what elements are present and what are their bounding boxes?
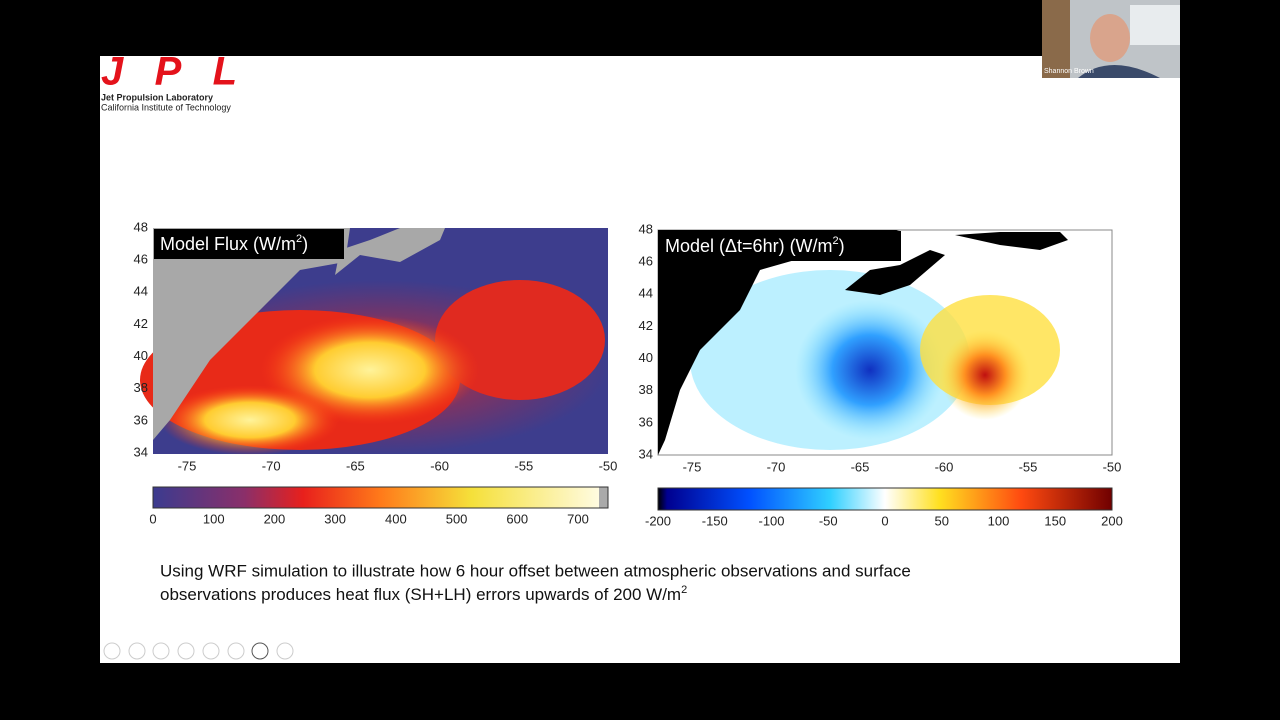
subtitle-button[interactable] (227, 642, 245, 660)
map-flux (140, 228, 608, 455)
colorbar-tick-label: 500 (446, 511, 468, 526)
y-tick-label: 46 (134, 252, 148, 267)
prev-button[interactable] (103, 642, 121, 660)
x-tick-label: -70 (767, 459, 786, 474)
colorbar-tick-label: 0 (881, 513, 888, 528)
colorbar-tick-label: -100 (758, 513, 784, 528)
colorbar-tick-label: -200 (645, 513, 671, 528)
logo-mark: JPL (101, 50, 237, 94)
panel-title: Model Flux (W/m2) (154, 229, 344, 259)
title-text: Model (Δt=6hr) (W/m2) (665, 235, 845, 256)
x-tick-label: -50 (1103, 459, 1122, 474)
colorbar-tick-label: 0 (149, 511, 156, 526)
y-tick-label: 36 (639, 414, 653, 429)
colorbar (152, 486, 609, 509)
caption: observations produces heat flux (SH+LH) … (160, 584, 687, 605)
caption: Using WRF simulation to illustrate how 6… (160, 561, 911, 580)
x-tick-label: -65 (851, 459, 870, 474)
more-button[interactable] (276, 642, 294, 660)
y-tick-label: 40 (639, 350, 653, 365)
next-button[interactable] (128, 642, 146, 660)
participant-name: Shannon Brown (1044, 68, 1094, 75)
x-tick-label: -65 (346, 458, 365, 473)
panel-title: Model (Δt=6hr) (W/m2) (659, 231, 901, 261)
y-tick-label: 48 (639, 221, 653, 236)
x-tick-label: -55 (1019, 459, 1038, 474)
x-tick-label: -60 (935, 459, 954, 474)
camera-button[interactable] (251, 642, 269, 660)
zoom-button[interactable] (202, 642, 220, 660)
colorbar-tick-label: 100 (988, 513, 1010, 528)
colorbar-tick-label: 200 (264, 511, 286, 526)
x-tick-label: -70 (262, 458, 281, 473)
x-tick-label: -50 (599, 458, 618, 473)
title-text: Model Flux (W/m2) (160, 233, 308, 254)
y-tick-label: 34 (134, 444, 148, 459)
x-tick-label: -75 (178, 458, 197, 473)
y-tick-label: 38 (639, 382, 653, 397)
colorbar-tick-label: 150 (1044, 513, 1066, 528)
toolbar (103, 642, 294, 660)
y-tick-label: 44 (639, 286, 653, 301)
colorbar-tick-label: 300 (324, 511, 346, 526)
colorbar-tick-label: -150 (702, 513, 728, 528)
y-tick-label: 34 (639, 446, 653, 461)
slides-button[interactable] (177, 642, 195, 660)
colorbar (657, 487, 1113, 511)
colorbar-tick-label: 700 (567, 511, 589, 526)
y-tick-label: 44 (134, 284, 148, 299)
map-delta (657, 229, 1113, 456)
x-tick-label: -75 (683, 459, 702, 474)
y-tick-label: 36 (134, 412, 148, 427)
y-tick-label: 42 (134, 316, 148, 331)
webcam: Shannon Brown (1042, 0, 1180, 78)
colorbar-tick-label: -50 (819, 513, 838, 528)
colorbar-tick-label: 50 (935, 513, 949, 528)
logo: JPL Jet Propulsion Laboratory California… (101, 50, 237, 113)
logo-line: California Institute of Technology (101, 102, 231, 112)
x-tick-label: -60 (430, 458, 449, 473)
colorbar-tick-label: 600 (506, 511, 528, 526)
colorbar-tick-label: 200 (1101, 513, 1123, 528)
pen-button[interactable] (152, 642, 170, 660)
colorbar-tick-label: 400 (385, 511, 407, 526)
y-tick-label: 42 (639, 318, 653, 333)
y-tick-label: 46 (639, 254, 653, 269)
y-tick-label: 40 (134, 348, 148, 363)
x-tick-label: -55 (514, 458, 533, 473)
colorbar-tick-label: 100 (203, 511, 225, 526)
y-tick-label: 48 (134, 219, 148, 234)
logo-line: Jet Propulsion Laboratory (101, 92, 213, 102)
y-tick-label: 38 (134, 380, 148, 395)
